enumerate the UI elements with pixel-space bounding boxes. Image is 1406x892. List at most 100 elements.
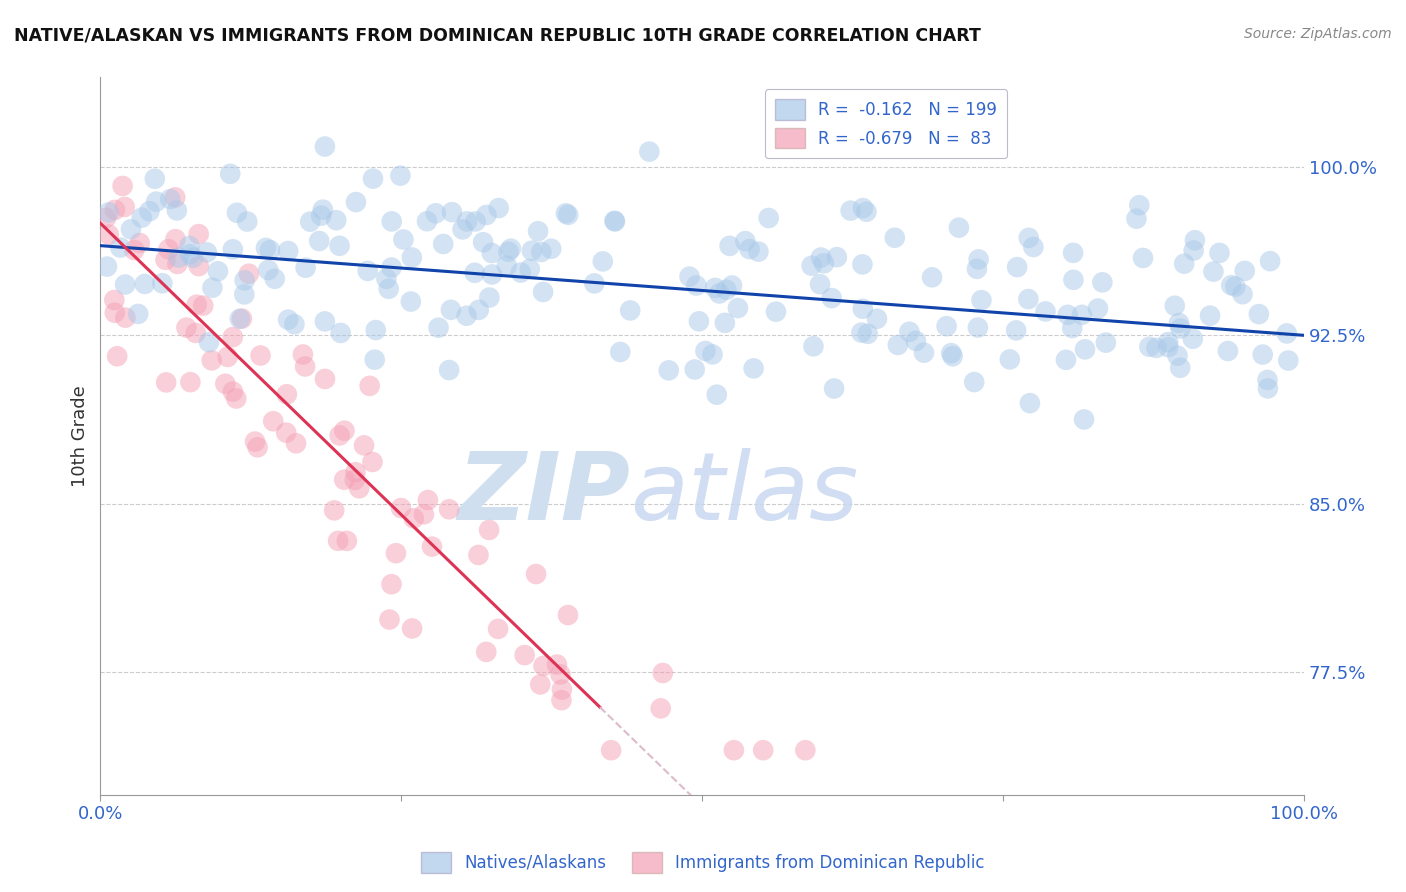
Point	[207, 264, 229, 278]
Point	[336, 533, 359, 548]
Point	[201, 280, 224, 294]
Point	[451, 222, 474, 236]
Point	[222, 330, 245, 344]
Point	[214, 376, 236, 391]
Point	[912, 345, 935, 359]
Point	[533, 659, 555, 673]
Point	[329, 239, 352, 253]
Point	[259, 243, 281, 257]
Point	[155, 252, 177, 267]
Point	[1132, 251, 1154, 265]
Point	[967, 252, 990, 267]
Point	[114, 277, 136, 292]
Point	[333, 473, 356, 487]
Point	[219, 167, 242, 181]
Point	[1157, 340, 1180, 354]
Point	[1095, 335, 1118, 350]
Point	[810, 251, 832, 265]
Point	[688, 314, 710, 328]
Point	[709, 286, 731, 301]
Point	[808, 277, 831, 292]
Point	[550, 667, 572, 681]
Point	[233, 287, 256, 301]
Point	[222, 384, 245, 399]
Point	[104, 202, 127, 217]
Point	[181, 251, 204, 265]
Point	[222, 242, 245, 256]
Point	[1022, 240, 1045, 254]
Point	[495, 259, 517, 273]
Point	[389, 169, 412, 183]
Point	[1184, 233, 1206, 247]
Point	[155, 376, 177, 390]
Point	[195, 245, 218, 260]
Point	[380, 260, 402, 275]
Point	[1247, 307, 1270, 321]
Point	[314, 139, 336, 153]
Point	[314, 314, 336, 328]
Point	[364, 323, 387, 337]
Point	[716, 283, 738, 297]
Point	[104, 306, 127, 320]
Point	[333, 424, 356, 438]
Point	[143, 171, 166, 186]
Point	[1232, 287, 1254, 301]
Point	[887, 338, 910, 352]
Point	[425, 206, 447, 220]
Point	[935, 319, 957, 334]
Point	[464, 266, 486, 280]
Point	[1073, 412, 1095, 426]
Point	[1062, 273, 1084, 287]
Point	[557, 608, 579, 623]
Point	[437, 363, 460, 377]
Point	[323, 503, 346, 517]
Point	[1157, 335, 1180, 350]
Point	[1275, 326, 1298, 341]
Point	[225, 392, 247, 406]
Point	[527, 224, 550, 238]
Point	[437, 502, 460, 516]
Point	[179, 375, 201, 389]
Point	[742, 361, 765, 376]
Point	[299, 214, 322, 228]
Point	[312, 202, 335, 217]
Point	[389, 501, 412, 516]
Point	[440, 205, 463, 219]
Point	[1181, 332, 1204, 346]
Point	[855, 204, 877, 219]
Point	[1208, 246, 1230, 260]
Point	[823, 382, 845, 396]
Point	[1054, 352, 1077, 367]
Point	[277, 312, 299, 326]
Point	[97, 205, 120, 219]
Point	[1164, 299, 1187, 313]
Point	[852, 201, 875, 215]
Point	[734, 234, 756, 248]
Point	[825, 250, 848, 264]
Point	[236, 214, 259, 228]
Point	[217, 350, 239, 364]
Point	[1202, 265, 1225, 279]
Point	[468, 302, 491, 317]
Point	[193, 299, 215, 313]
Point	[1144, 341, 1167, 355]
Point	[385, 546, 408, 560]
Point	[1216, 344, 1239, 359]
Point	[852, 301, 875, 316]
Point	[176, 320, 198, 334]
Point	[357, 264, 380, 278]
Point	[609, 345, 631, 359]
Point	[486, 622, 509, 636]
Point	[150, 277, 173, 291]
Point	[167, 251, 190, 265]
Point	[401, 622, 423, 636]
Point	[600, 743, 623, 757]
Point	[184, 326, 207, 340]
Point	[285, 436, 308, 450]
Point	[308, 234, 330, 248]
Point	[619, 303, 641, 318]
Point	[921, 270, 943, 285]
Point	[420, 540, 443, 554]
Point	[229, 311, 252, 326]
Point	[131, 211, 153, 225]
